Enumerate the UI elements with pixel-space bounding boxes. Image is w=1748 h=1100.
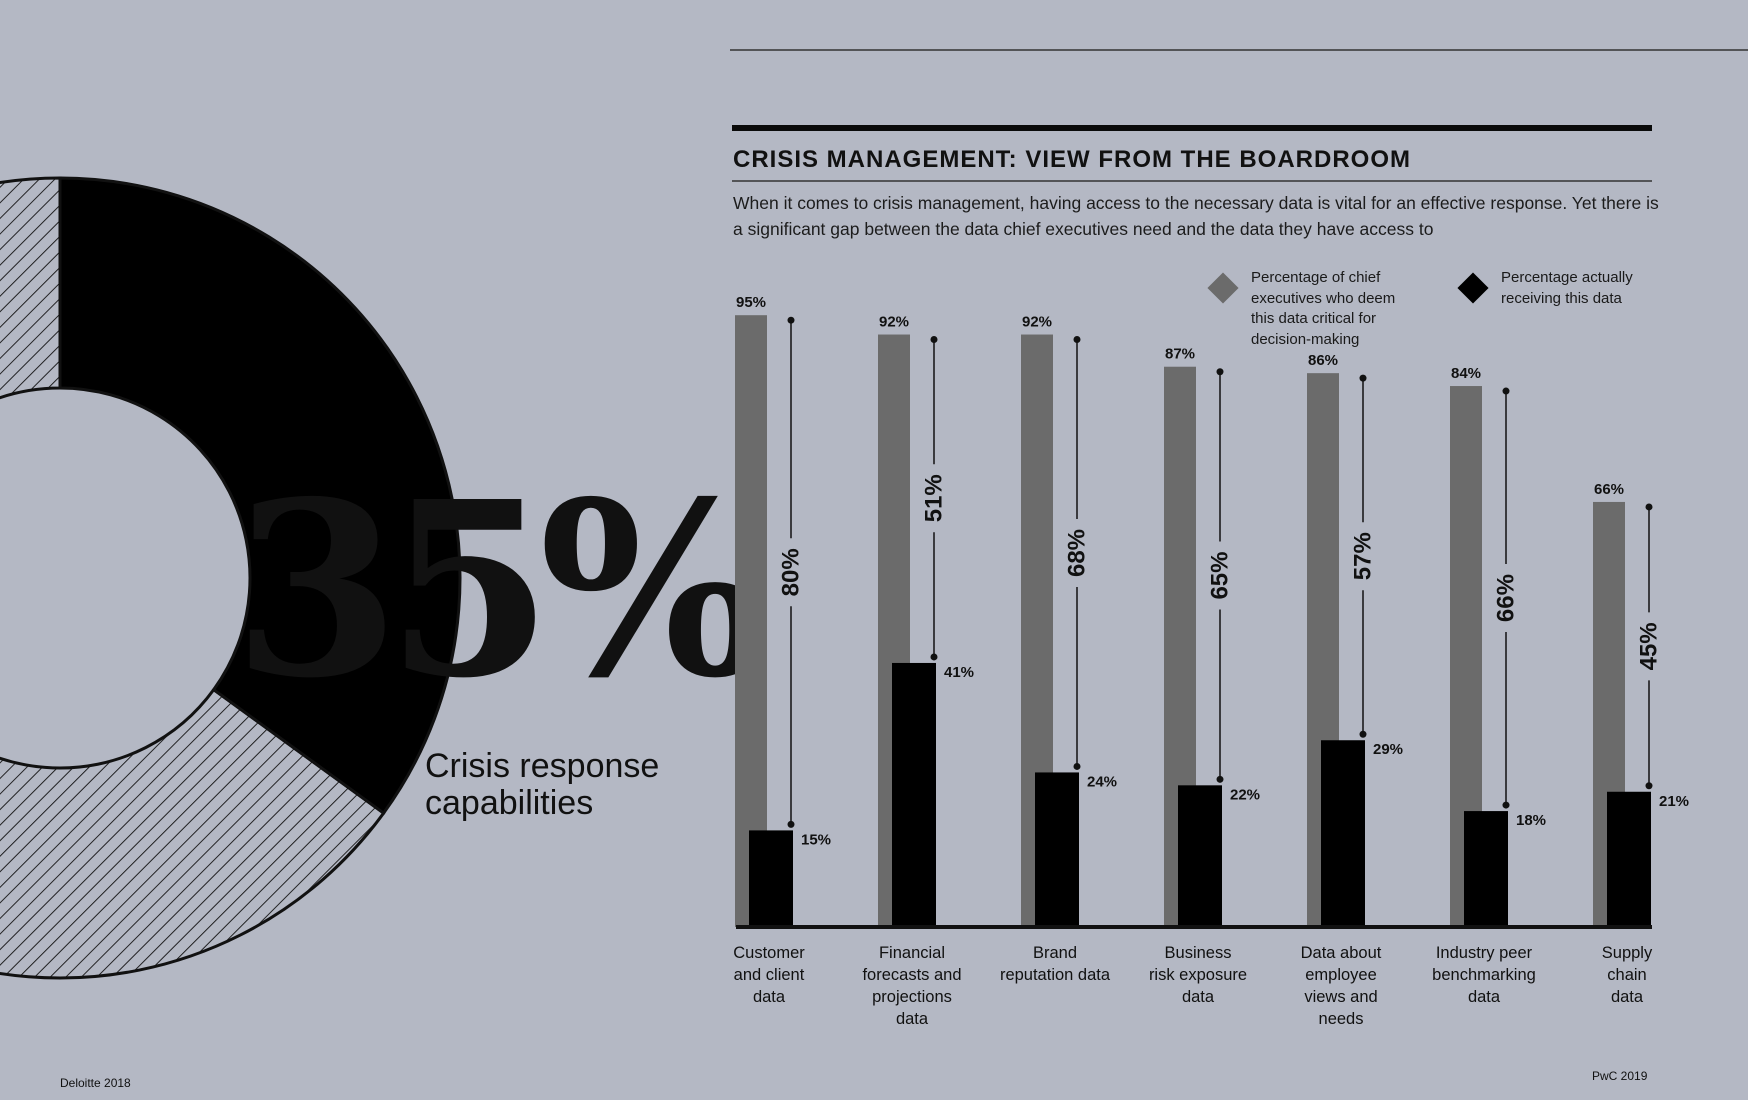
category-label: Customer and client data <box>733 944 805 1006</box>
receiving-bar <box>1607 791 1651 927</box>
chart-source-note: PwC 2019 <box>1592 1069 1648 1083</box>
receiving-value-label: 15% <box>801 831 831 848</box>
chart-subtitle: When it comes to crisis management, havi… <box>733 193 1659 239</box>
gap-value-label: 80% <box>778 548 805 596</box>
receiving-bar <box>1178 785 1222 927</box>
left-source-note: Deloitte 2018 <box>60 1076 131 1090</box>
gap-value-label: 68% <box>1064 529 1091 577</box>
critical-bar <box>735 315 767 927</box>
receiving-value-label: 24% <box>1087 773 1117 790</box>
critical-value-label: 66% <box>1594 481 1624 498</box>
donut-remainder-segment <box>0 176 386 980</box>
legend-label-critical: Percentage of chief executives who deem … <box>1251 269 1396 348</box>
receiving-bar <box>1464 811 1508 927</box>
receiving-value-label: 41% <box>944 664 974 681</box>
headline-percentage: 35% <box>233 449 767 731</box>
gap-value-label: 65% <box>1207 551 1234 599</box>
donut-highlight-segment <box>58 176 462 816</box>
receiving-bar <box>749 830 793 927</box>
gap-value-label: 57% <box>1350 532 1377 580</box>
gap-value-label: 51% <box>921 474 948 522</box>
category-label: Data about employee views and needs <box>1300 944 1382 1028</box>
receiving-value-label: 29% <box>1373 741 1403 758</box>
legend-item-receiving: Percentage actually receiving this data <box>1457 268 1633 309</box>
category-label: Supply chain data <box>1601 944 1653 1006</box>
category-label: Brand reputation data <box>999 944 1111 984</box>
receiving-value-label: 21% <box>1659 793 1689 810</box>
category-label: Business risk exposure data <box>1148 944 1248 1006</box>
receiving-value-label: 22% <box>1230 786 1260 803</box>
receiving-bar <box>1035 772 1079 927</box>
receiving-value-label: 18% <box>1516 812 1546 829</box>
headline-caption: Crisis response capabilities <box>425 747 660 822</box>
receiving-bar <box>892 662 936 927</box>
legend-item-critical: Percentage of chief executives who deem … <box>1207 268 1396 350</box>
critical-value-label: 95% <box>736 294 766 311</box>
critical-value-label: 86% <box>1308 352 1338 369</box>
category-label: Industry peer benchmarking data <box>1432 944 1536 1006</box>
critical-value-label: 84% <box>1451 365 1481 382</box>
critical-value-label: 87% <box>1165 346 1195 363</box>
chart-title: CRISIS MANAGEMENT: VIEW FROM THE BOARDRO… <box>733 146 1411 173</box>
legend-label-receiving: Percentage actually receiving this data <box>1501 269 1633 307</box>
critical-value-label: 92% <box>1022 314 1052 331</box>
critical-value-label: 92% <box>879 314 909 331</box>
receiving-bar <box>1321 740 1365 927</box>
gap-value-label: 45% <box>1636 622 1663 670</box>
category-label: Financial forecasts and projections data <box>862 944 962 1028</box>
gap-value-label: 66% <box>1493 574 1520 622</box>
